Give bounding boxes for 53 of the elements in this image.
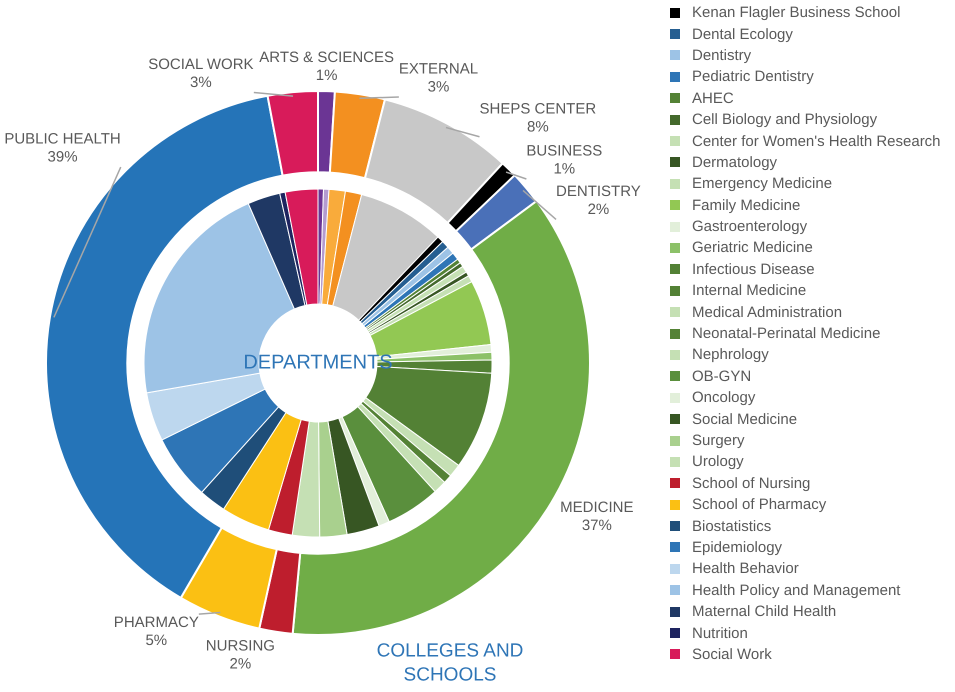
data-label: 3%: [428, 78, 450, 96]
slice-label: PUBLIC HEALTH: [4, 130, 121, 148]
legend-label: Gastroenterology: [692, 218, 808, 236]
slice-label: DENTISTRY: [556, 183, 641, 200]
legend-label: Internal Medicine: [692, 282, 806, 300]
slice-label: SOCIAL WORK: [148, 56, 254, 74]
legend-label: Geriatric Medicine: [692, 239, 813, 256]
legend-label: Biostatistics: [692, 518, 772, 535]
text: COLLEGES AND SCHOOLS: [376, 640, 524, 686]
legend-label: Kenan Flagler Business School: [692, 4, 900, 22]
slice-label: SHEPS CENTER: [479, 100, 596, 118]
legend-label: Surgery: [692, 432, 745, 449]
slice-label: EXTERNAL: [398, 60, 478, 78]
data-label: 39%: [48, 148, 78, 166]
legend-label: OB-GYN: [692, 368, 752, 385]
legend-label: Nutrition: [692, 624, 748, 642]
legend-label: Oncology: [692, 389, 756, 406]
data-label: 2%: [588, 201, 610, 218]
legend-label: Medical Administration: [692, 304, 842, 321]
legend-label: Dental Ecology: [692, 26, 793, 43]
legend-label: Infectious Disease: [692, 260, 815, 278]
legend-label: Epidemiology: [692, 538, 782, 556]
text: DEPARTMENTS: [243, 352, 393, 374]
slice-label: MEDICINE: [560, 499, 634, 516]
legend-label: Center for Women's Health Research: [692, 132, 941, 150]
legend-label: Family Medicine: [692, 196, 800, 214]
legend-label: Dentistry: [692, 46, 752, 64]
legend-label: Neonatal-Perinatal Medicine: [692, 325, 880, 342]
data-label: 3%: [190, 74, 212, 92]
legend-label: Social Medicine: [692, 410, 798, 428]
legend-label: Cell Biology and Physiology: [692, 111, 878, 128]
legend-label: School of Pharmacy: [692, 496, 826, 514]
legend-label: Nephrology: [692, 346, 769, 364]
legend-label: Dermatology: [692, 154, 778, 171]
slice-label: NURSING: [206, 637, 275, 654]
data-label: 8%: [526, 118, 549, 136]
legend-label: Maternal Child Health: [692, 603, 836, 620]
legend-label: Urology: [692, 453, 744, 470]
legend-label: Health Behavior: [692, 560, 799, 578]
data-label: 2%: [230, 655, 252, 672]
legend-label: AHEC: [692, 90, 734, 107]
data-label: 1%: [316, 66, 338, 84]
data-label: 1%: [553, 160, 576, 178]
legend-label: Pediatric Dentistry: [692, 68, 814, 86]
slice-label: BUSINESS: [526, 142, 602, 160]
legend-label: Social Work: [692, 646, 772, 663]
slice-label: ARTS & SCIENCES: [259, 48, 394, 66]
legend-label: Emergency Medicine: [692, 175, 832, 192]
legend-label: School of Nursing: [692, 474, 810, 492]
data-label: 5%: [145, 632, 168, 649]
data-label: 37%: [582, 517, 612, 534]
legend-label: Health Policy and Management: [692, 582, 900, 599]
slice-label: PHARMACY: [114, 614, 199, 631]
